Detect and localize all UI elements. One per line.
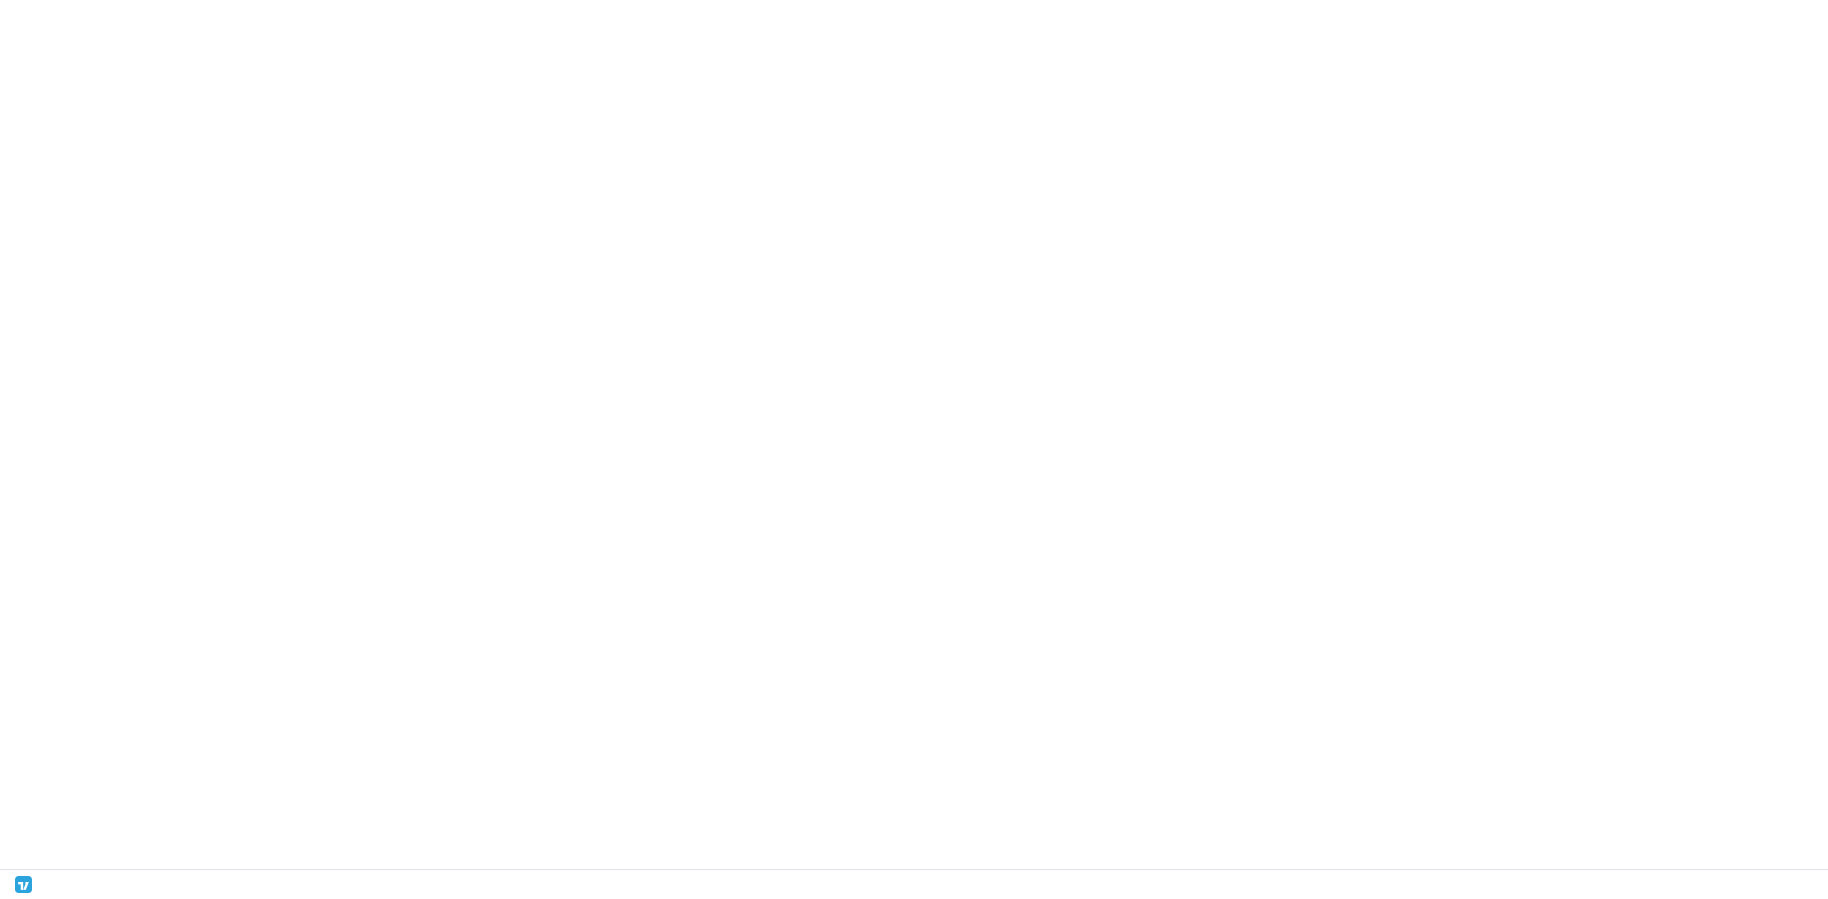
tradingview-logo-icon — [15, 876, 32, 893]
publish-info — [8, 4, 10, 18]
footer-bar — [0, 869, 1828, 899]
symbol-info-bar — [8, 22, 64, 36]
